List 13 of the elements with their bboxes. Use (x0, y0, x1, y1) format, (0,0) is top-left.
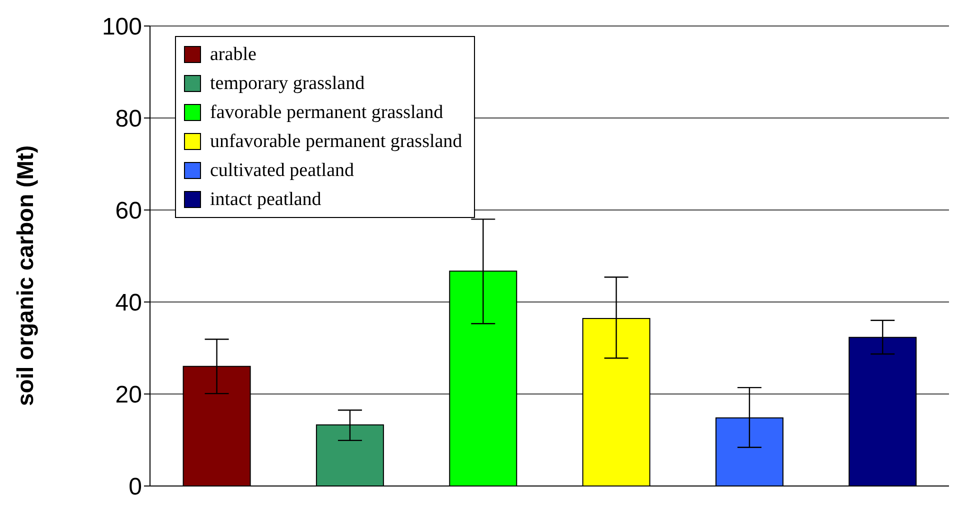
y-axis-title: soil organic carbon (Mt) (12, 145, 38, 406)
legend-label: unfavorable permanent grassland (210, 130, 462, 152)
y-tick-label: 100 (102, 14, 142, 41)
legend-label: favorable permanent grassland (210, 102, 444, 124)
y-tick-label: 0 (128, 474, 142, 501)
y-tick-label: 80 (115, 106, 142, 133)
y-tick-label: 40 (115, 290, 142, 317)
y-tick-label: 20 (115, 382, 142, 409)
legend-label: cultivated peatland (210, 160, 354, 182)
y-tick-label: 60 (115, 198, 142, 225)
legend-label: temporary grassland (210, 72, 365, 94)
legend-label: arable (210, 44, 256, 66)
legend-label: intact peatland (210, 188, 322, 210)
